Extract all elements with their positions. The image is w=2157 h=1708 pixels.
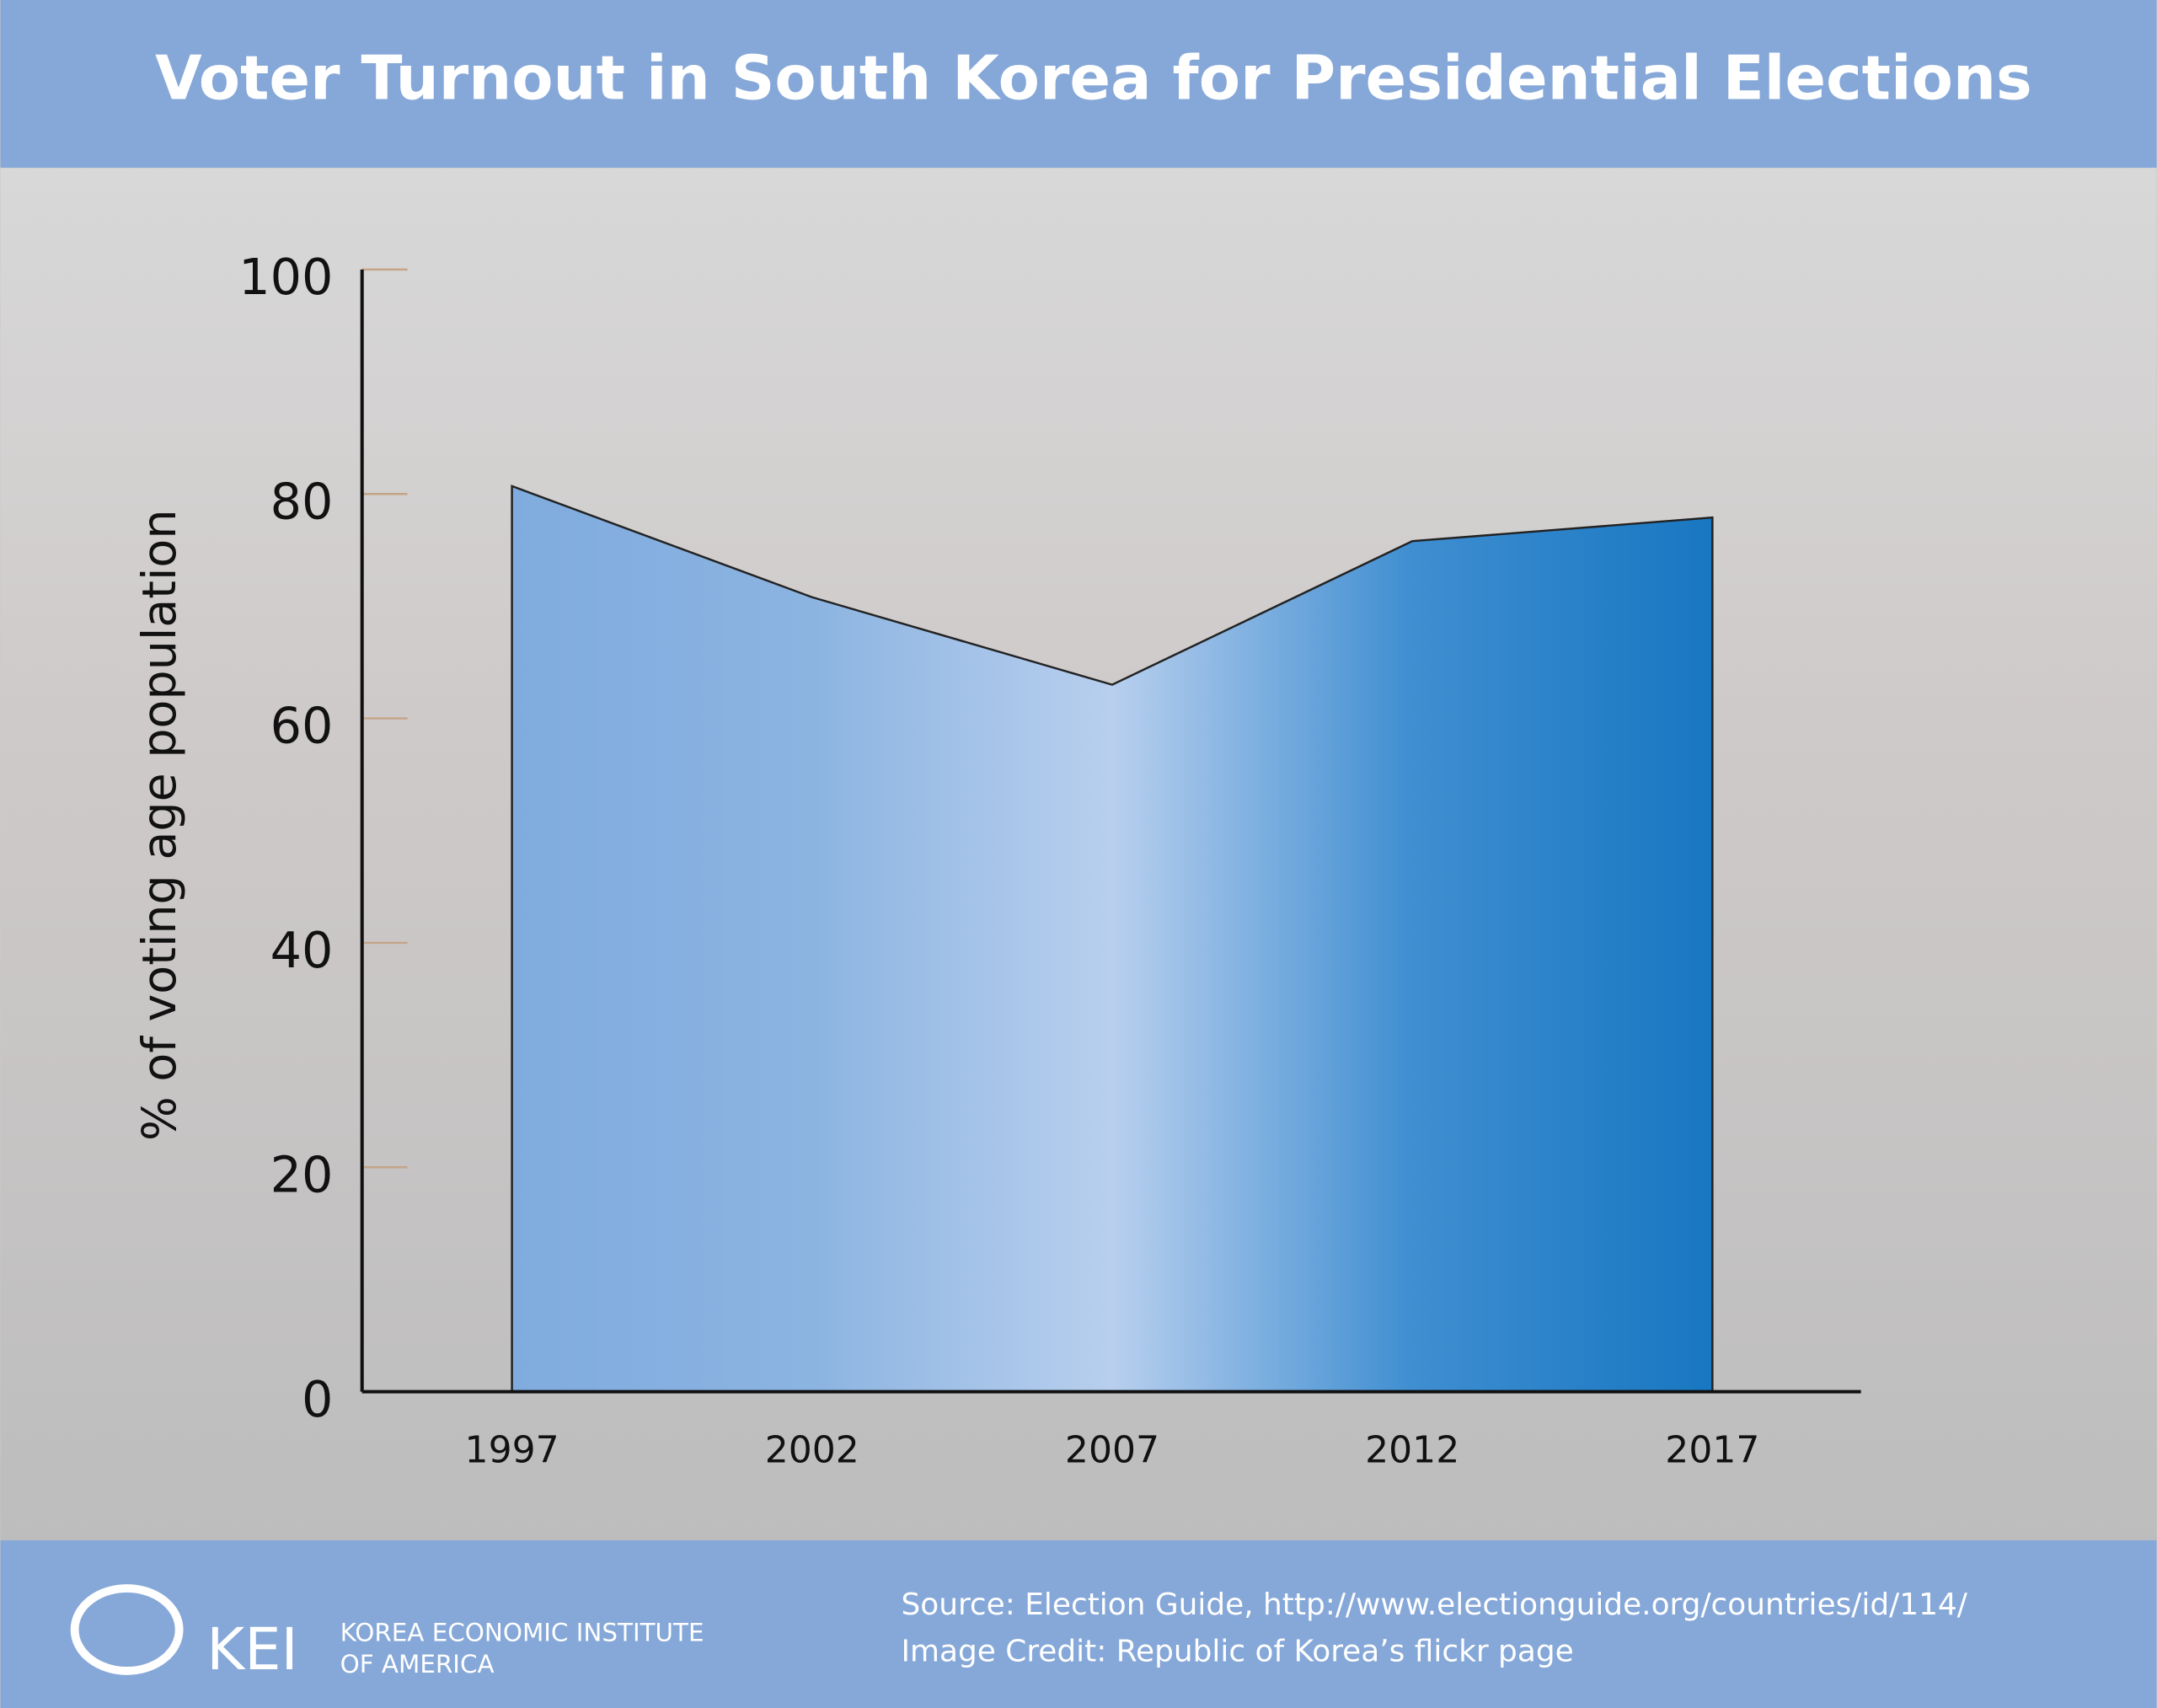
area: [511, 485, 1714, 1393]
y-tick-label: 60: [270, 697, 334, 755]
logo-text: KEI: [206, 1616, 297, 1684]
org-name: KOREA ECONOMIC INSTITUTE: [340, 1618, 704, 1646]
y-tick-label: 40: [270, 921, 334, 979]
source-note: Source: Election Guide, http://www.elect…: [901, 1588, 1967, 1622]
footer-band: [0, 1539, 2157, 1708]
y-tick-label: 100: [238, 248, 333, 306]
x-tick-label: 1997: [465, 1428, 559, 1471]
credit-note: Image Credit: Republic of Korea’s flickr…: [901, 1635, 1573, 1669]
y-tick-label: 80: [270, 472, 334, 530]
y-tick-label: 0: [302, 1370, 333, 1428]
x-tick-label: 2017: [1665, 1428, 1759, 1471]
x-tick-label: 2007: [1065, 1428, 1159, 1471]
header-band: [0, 0, 2157, 169]
logo-mark: [70, 1584, 184, 1675]
y-tick-label: 20: [270, 1145, 334, 1203]
y-axis-label: % of voting age population: [133, 509, 187, 1140]
chart-title: Voter Turnout in South Korea for Preside…: [155, 42, 2032, 113]
x-tick-label: 2002: [765, 1428, 859, 1471]
x-tick-label: 2012: [1365, 1428, 1459, 1471]
org-name: OF AMERICA: [340, 1650, 495, 1679]
